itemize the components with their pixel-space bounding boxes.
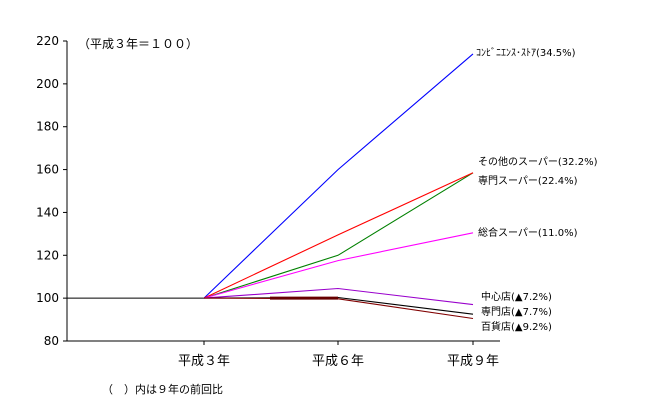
series-line-1 [203,172,474,299]
series-label-0: ｺﾝﾋﾞﾆｴﾝｽ･ｽﾄｱ(34.5%) [476,47,576,59]
series-label-4: 中心店(▲7.2%) [481,290,552,303]
x-tick-label: 平成９年 [447,354,499,369]
series-line-6 [203,297,474,320]
index-note: （平成３年＝１００） [78,37,198,51]
footnote: （ ）内は９年の前回比 [102,382,223,396]
series-label-2: 専門スーパー(22.4%) [478,175,578,187]
x-tick-label: 平成６年 [312,354,364,369]
series-label-1: その他のスーパー(32.2%) [478,155,598,168]
y-tick-label: 100 [36,291,59,305]
series-line-2 [203,172,474,299]
series-line-0 [203,53,474,299]
y-tick-label: 220 [36,34,59,48]
y-tick-label: 140 [36,205,59,219]
y-tick-label: 160 [36,163,59,177]
series-labels: ｺﾝﾋﾞﾆｴﾝｽ･ｽﾄｱ(34.5%) その他のスーパー(32.2%) 専門スーパー… [476,47,598,333]
y-tick-label: 80 [44,334,59,348]
x-tick-label: 平成３年 [178,354,230,369]
series-lines [67,53,474,320]
series-label-6: 百貨店(▲9.2%) [481,320,552,333]
series-label-5: 専門店(▲7.7%) [481,305,552,318]
y-tick-label: 120 [36,248,59,262]
axes: 80 100 120 140 160 180 200 220 平成３年 平成６年 平成９年 [36,34,500,369]
series-label-3: 総合スーパー(11.0%) [478,226,578,239]
series-line-4 [203,287,474,306]
y-tick-label: 180 [36,120,59,134]
y-tick-label: 200 [36,77,59,91]
series-line-3 [203,232,474,299]
